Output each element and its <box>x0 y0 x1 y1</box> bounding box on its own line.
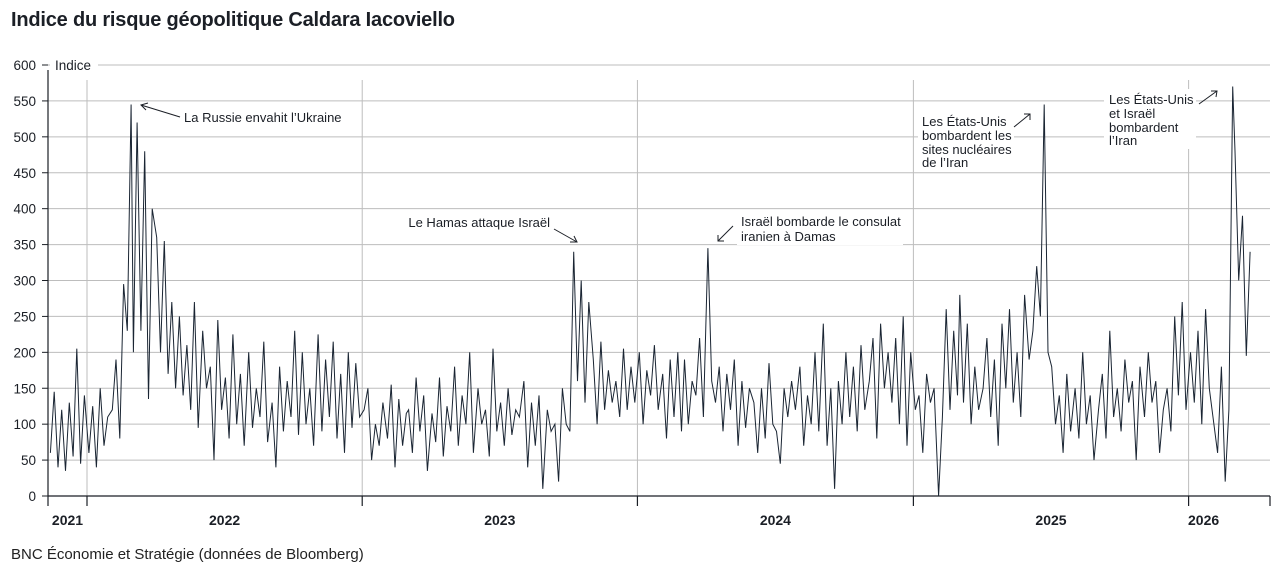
y-tick-label: 600 <box>13 58 36 73</box>
annotation-us-nuclear-sites: Les États-Unis bombardent les sites nucléa… <box>918 111 1031 171</box>
annotation-line: l’Iran <box>1109 133 1137 148</box>
y-tick-label: 50 <box>21 453 36 468</box>
annotation-consulate: Israël bombarde le consulat iranien à Dam… <box>717 211 903 245</box>
annotation-hamas: Le Hamas attaque Israël <box>408 212 578 243</box>
y-tick-label: 100 <box>13 417 36 432</box>
y-tick-label: 200 <box>13 345 36 360</box>
annotation-arrow <box>1013 113 1031 128</box>
y-tick-label: 150 <box>13 381 36 396</box>
y-tick-label: 300 <box>13 274 36 289</box>
annotation-russia-ukraine: La Russie envahit l’Ukraine <box>140 102 342 125</box>
annotation-line: La Russie envahit l’Ukraine <box>184 110 342 125</box>
annotation-line: bombardent <box>1109 120 1179 135</box>
annotation-line: iranien à Damas <box>741 229 836 244</box>
series-line <box>49 86 1251 497</box>
arrowhead-icon <box>717 235 724 242</box>
annotation-line: bombardent les <box>922 128 1012 143</box>
series-group <box>49 86 1251 497</box>
y-tick-label: 550 <box>13 94 36 109</box>
svg-text:Le Hamas attaque Israël: Le Hamas attaque Israël <box>408 215 550 230</box>
annotation-us-israel-iran: Les États-Unis et Israël bombardent l’Iran <box>1104 89 1218 149</box>
annotation-line: Les États-Unis <box>1109 92 1194 107</box>
annotation-arrow <box>1198 90 1218 105</box>
y-tick-label: 0 <box>28 489 36 504</box>
axes: 0 50 100 150 200 250 300 350 400 450 500 550 600 Indi… <box>13 56 1271 528</box>
x-tick-label: 2023 <box>484 512 515 528</box>
arrowhead-icon <box>1211 90 1218 98</box>
gridlines <box>48 64 1270 496</box>
annotation-line: sites nucléaires <box>922 142 1012 157</box>
y-tick-label: 500 <box>13 130 36 145</box>
x-tick-label: 2022 <box>209 512 240 528</box>
x-tick-label: 2026 <box>1188 512 1219 528</box>
x-tick-label: 2025 <box>1035 512 1066 528</box>
arrowhead-icon <box>140 102 149 111</box>
annotation-line: Israël bombarde le consulat <box>741 214 901 229</box>
annotation-arrow <box>140 104 181 118</box>
x-tick-label: 2024 <box>760 512 791 528</box>
annotation-line: et Israël <box>1109 106 1155 121</box>
ylabel-bg <box>50 56 98 74</box>
arrowhead-icon <box>570 235 578 243</box>
x-tick-label: 2021 <box>52 512 83 528</box>
annotation-line: de l’Iran <box>922 155 968 170</box>
y-tick-label: 350 <box>13 238 36 253</box>
annotation-arrow <box>553 228 578 243</box>
y-tick-label: 250 <box>13 309 36 324</box>
annotations: La Russie envahit l’Ukraine Le Hamas att… <box>140 89 1218 245</box>
annotation-line: Le Hamas attaque Israël <box>408 215 550 230</box>
annotation-line: Les États-Unis <box>922 114 1007 129</box>
source-note: BNC Économie et Stratégie (données de Bl… <box>11 546 364 563</box>
y-axis-label: Indice <box>55 58 91 73</box>
svg-text:La Russie envahit l’Ukraine: La Russie envahit l’Ukraine <box>184 110 342 125</box>
y-tick-label: 400 <box>13 202 36 217</box>
y-tick-label: 450 <box>13 166 36 181</box>
chart-title: Indice du risque géopolitique Caldara Ia… <box>11 9 455 31</box>
arrowhead-icon <box>1024 113 1031 120</box>
annotation-arrow <box>717 225 734 242</box>
